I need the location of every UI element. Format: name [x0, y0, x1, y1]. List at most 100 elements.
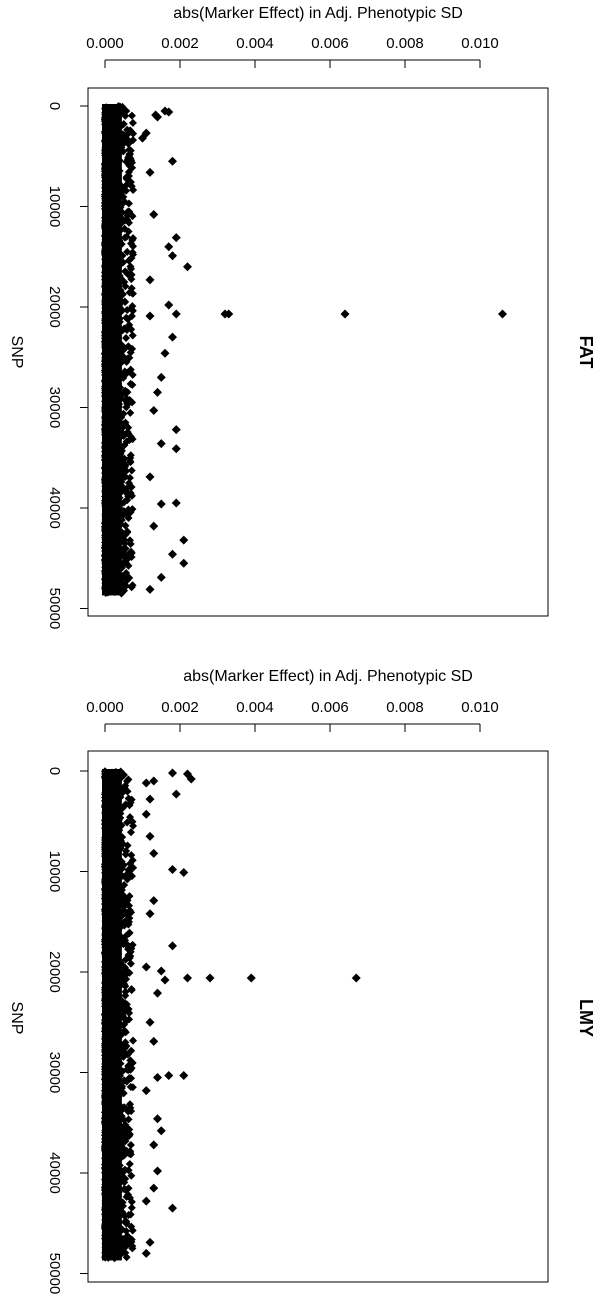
data-point	[124, 139, 133, 148]
y-axis-label: SNP	[8, 336, 25, 369]
data-point	[123, 306, 132, 315]
x-tick-label: 0.008	[386, 35, 424, 52]
data-point	[122, 403, 131, 412]
data-point	[128, 212, 137, 221]
y-tick-label: 40000	[46, 1152, 63, 1194]
y-axis-ticks: 0 10000 20000 30000 40000 50000	[46, 767, 89, 1295]
outlier-point	[145, 1237, 155, 1247]
outlier-point	[149, 210, 159, 220]
data-point	[124, 514, 133, 523]
data-point	[124, 1107, 133, 1116]
data-point	[120, 233, 129, 242]
outlier-point	[153, 1073, 162, 1083]
data-point	[128, 380, 137, 389]
x-tick-label: 0.008	[386, 699, 424, 716]
outlier-point	[153, 1166, 162, 1176]
outlier-point	[164, 1071, 174, 1081]
data-point	[122, 174, 131, 183]
data-point	[127, 795, 136, 804]
outlier-point	[160, 348, 170, 358]
outlier-point	[156, 1126, 166, 1136]
outlier-point	[141, 1086, 151, 1096]
data-point	[122, 357, 131, 366]
data-point	[124, 1066, 133, 1075]
data-point	[128, 1244, 137, 1253]
data-point	[125, 473, 134, 482]
outlier-point	[145, 794, 155, 804]
y-tick-label: 50000	[46, 588, 63, 630]
y-axis-ticks: 0 10000 20000 30000 40000 50000	[46, 102, 89, 630]
x-tick-label: 0.010	[461, 699, 499, 716]
outlier-point	[183, 262, 192, 272]
plot-frame	[87, 87, 549, 617]
y-tick-label: 30000	[46, 1052, 63, 1094]
data-point	[127, 264, 136, 273]
y-tick-label: 20000	[46, 951, 63, 993]
x-axis-ticks: 0.000 0.002 0.004 0.006 0.008 0.010	[86, 35, 499, 68]
data-point	[122, 1253, 131, 1262]
outlier-point	[179, 535, 189, 545]
data-point	[123, 325, 132, 334]
data-point	[122, 1219, 131, 1228]
data-point	[126, 959, 135, 968]
outlier-point	[171, 425, 181, 435]
data-point	[121, 982, 130, 991]
outlier-point	[156, 439, 166, 449]
outlier-point	[171, 444, 181, 454]
outlier-point	[168, 768, 177, 778]
outlier-point	[145, 472, 155, 482]
data-point	[127, 1171, 136, 1180]
outlier-point	[149, 1036, 159, 1046]
data-point	[128, 1226, 137, 1235]
outlier-point	[149, 406, 159, 416]
data-point	[121, 282, 130, 291]
outlier-point	[149, 1183, 159, 1193]
data-point	[126, 1150, 135, 1159]
outlier-point	[183, 973, 192, 983]
x-tick-label: 0.004	[236, 699, 274, 716]
data-point	[126, 408, 135, 417]
outlier-point	[141, 809, 151, 819]
outlier-point	[149, 776, 159, 786]
outlier-point	[168, 251, 177, 261]
outlier-point	[145, 275, 155, 285]
outlier-point	[179, 558, 189, 568]
outlier-point	[145, 909, 155, 919]
data-points	[101, 767, 361, 1263]
outlier-point	[138, 133, 147, 143]
data-point	[128, 1083, 137, 1092]
data-point	[129, 242, 138, 251]
data-point	[129, 1036, 138, 1045]
outlier-point	[168, 332, 177, 342]
data-point	[123, 875, 132, 884]
x-tick-label: 0.006	[311, 699, 349, 716]
panel-label: LMY	[576, 999, 596, 1037]
data-point	[127, 1197, 136, 1206]
data-point	[121, 521, 130, 530]
x-tick-label: 0.010	[461, 35, 499, 52]
data-point	[128, 306, 137, 315]
outlier-point	[145, 167, 155, 177]
outlier-point	[145, 1017, 155, 1027]
data-point	[126, 458, 135, 467]
y-tick-label: 10000	[46, 186, 63, 228]
data-point	[127, 466, 136, 475]
outlier-point	[186, 774, 196, 784]
data-point	[122, 1077, 131, 1086]
data-point	[124, 218, 133, 227]
y-tick-label: 20000	[46, 286, 63, 328]
data-point	[124, 199, 133, 208]
data-point	[123, 247, 132, 256]
data-point	[127, 583, 136, 592]
data-point	[127, 986, 136, 995]
outlier-point	[153, 988, 162, 998]
data-point	[128, 331, 137, 340]
outlier-point	[156, 572, 166, 582]
data-point	[126, 1140, 135, 1149]
y-tick-label: 50000	[46, 1253, 63, 1295]
data-point	[126, 539, 135, 548]
y-tick-label: 30000	[46, 387, 63, 429]
data-point	[128, 505, 137, 514]
outlier-point	[141, 778, 151, 788]
data-point	[128, 118, 137, 127]
